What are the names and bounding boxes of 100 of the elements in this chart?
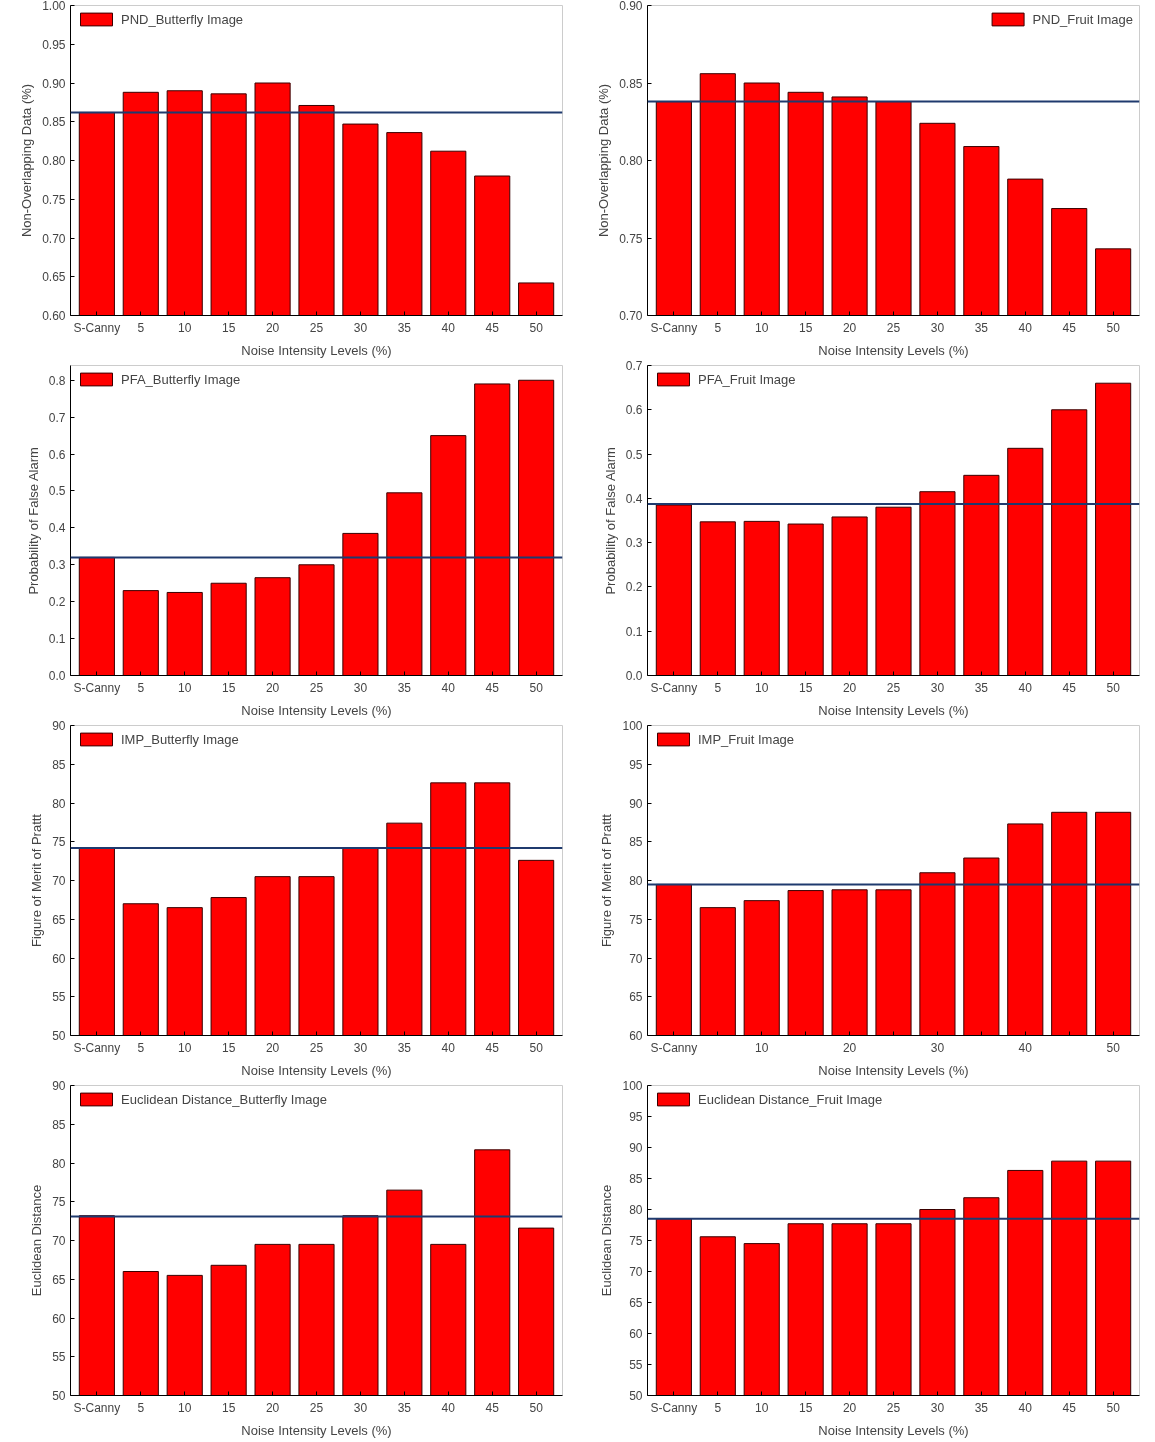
y-axis-title: Euclidean Distance [599, 1184, 615, 1297]
y-tick-label: 80 [52, 796, 66, 811]
y-tick-label: 75 [629, 1234, 643, 1248]
x-axis-title: Noise Intensity Levels (%) [818, 702, 969, 718]
x-axis-title: Noise Intensity Levels (%) [818, 342, 969, 358]
x-tick-label: 30 [353, 320, 368, 335]
y-tick-label: 90 [629, 796, 643, 811]
x-axis-title: Noise Intensity Levels (%) [818, 1062, 969, 1078]
x-tick-label: 50 [1106, 1040, 1121, 1055]
x-tick-label: 45 [1062, 1400, 1077, 1415]
x-axis-title: Noise Intensity Levels (%) [241, 1062, 392, 1078]
y-tick-label: 75 [52, 1195, 66, 1210]
x-tick-label: 25 [886, 320, 901, 335]
x-tick-label: 10 [178, 1400, 192, 1415]
x-tick-label: 20 [842, 1400, 857, 1415]
x-tick-label: S-Canny [73, 1400, 121, 1415]
x-tick-label: 15 [221, 1400, 236, 1415]
x-tick-label: 5 [137, 680, 145, 695]
y-tick-label: 0.95 [42, 37, 66, 52]
y-tick-label: 0.75 [619, 231, 643, 246]
y-tick-label: 0.2 [48, 595, 66, 610]
x-tick-label: 25 [886, 1400, 901, 1415]
y-tick-label: 60 [629, 1327, 643, 1341]
y-tick-label: 0.90 [619, 0, 643, 13]
y-tick-label: 0.80 [619, 154, 643, 168]
legend-label: Euclidean Distance_Fruit Image [698, 1091, 883, 1107]
x-tick-label: 20 [265, 320, 280, 335]
x-tick-label: 25 [309, 1400, 324, 1415]
x-tick-label: 35 [974, 1400, 989, 1415]
x-tick-label: 30 [353, 1400, 368, 1415]
y-tick-label: 50 [52, 1029, 66, 1043]
y-tick-label: 90 [52, 719, 66, 733]
x-tick-label: 45 [485, 1040, 500, 1055]
y-tick-label: 0.70 [619, 309, 643, 323]
x-axis-title: Noise Intensity Levels (%) [241, 702, 392, 718]
y-tick-label: 70 [52, 1234, 66, 1248]
x-tick-label: 25 [886, 680, 901, 695]
y-tick-label: 0.4 [625, 491, 643, 506]
x-tick-label: 10 [178, 320, 192, 335]
x-tick-label: 25 [309, 320, 324, 335]
x-tick-label: 50 [1106, 320, 1121, 335]
x-tick-label: 5 [714, 1400, 722, 1415]
legend-label: IMP_Fruit Image [698, 731, 795, 747]
x-tick-label: S-Canny [650, 680, 698, 695]
x-tick-label: 40 [441, 680, 456, 695]
y-tick-label: 50 [52, 1389, 66, 1403]
x-tick-label: 5 [714, 320, 722, 335]
y-tick-label: 0.8 [48, 373, 66, 388]
x-tick-label: 40 [1018, 320, 1033, 335]
y-tick-label: 75 [629, 912, 643, 927]
y-axis-title: Probability of False Alarm [25, 447, 41, 595]
x-tick-label: 40 [1018, 1400, 1033, 1415]
y-tick-label: 0.7 [625, 359, 643, 373]
y-tick-label: 0.60 [42, 309, 66, 323]
x-tick-label: 45 [1062, 320, 1077, 335]
x-tick-label: 30 [930, 680, 945, 695]
y-tick-label: 95 [629, 757, 643, 772]
y-axis-title: Non-Overlapping Data (%) [19, 83, 35, 238]
x-tick-label: 5 [137, 1040, 145, 1055]
y-tick-label: 60 [52, 1311, 66, 1326]
y-tick-label: 70 [629, 951, 643, 966]
legend-label: PND_Butterfly Image [121, 11, 244, 27]
y-tick-label: 100 [622, 719, 643, 733]
x-tick-label: S-Canny [650, 320, 698, 335]
x-tick-label: 15 [798, 1400, 813, 1415]
y-tick-label: 100 [622, 1079, 643, 1093]
y-tick-label: 0.85 [619, 76, 643, 91]
y-tick-label: 65 [629, 990, 643, 1005]
y-tick-label: 65 [52, 912, 66, 927]
y-tick-label: 65 [52, 1272, 66, 1287]
x-tick-label: 50 [529, 320, 544, 335]
legend-label: PFA_Fruit Image [698, 371, 796, 387]
legend-label: PND_Fruit Image [1032, 11, 1133, 27]
x-tick-label: 10 [755, 320, 769, 335]
x-tick-label: 40 [1018, 1040, 1033, 1055]
y-tick-label: 0.4 [48, 521, 66, 536]
x-tick-label: 35 [397, 1040, 412, 1055]
x-tick-label: 40 [441, 320, 456, 335]
x-tick-label: 25 [309, 1040, 324, 1055]
y-tick-label: 85 [52, 757, 66, 772]
y-tick-label: 0.75 [42, 192, 66, 207]
y-tick-label: 0.2 [625, 580, 643, 595]
x-tick-label: 50 [529, 1400, 544, 1415]
x-tick-label: 30 [353, 1040, 368, 1055]
x-tick-label: 30 [353, 680, 368, 695]
y-axis-title: Probability of False Alarm [602, 447, 618, 595]
y-tick-label: 55 [629, 1358, 643, 1372]
legend-label: PFA_Butterfly Image [121, 371, 241, 387]
y-tick-label: 0.1 [625, 624, 643, 639]
x-tick-label: 40 [1018, 680, 1033, 695]
x-tick-label: 45 [485, 1400, 500, 1415]
x-tick-label: 45 [1062, 680, 1077, 695]
x-tick-label: 40 [441, 1400, 456, 1415]
x-axis-title: Noise Intensity Levels (%) [241, 1422, 392, 1438]
y-tick-label: 0.65 [42, 270, 66, 285]
y-tick-label: 85 [52, 1117, 66, 1132]
y-axis-title: Non-Overlapping Data (%) [596, 83, 612, 238]
x-tick-label: 30 [930, 320, 945, 335]
y-tick-label: 0.0 [625, 669, 643, 683]
y-tick-label: 70 [629, 1265, 643, 1279]
